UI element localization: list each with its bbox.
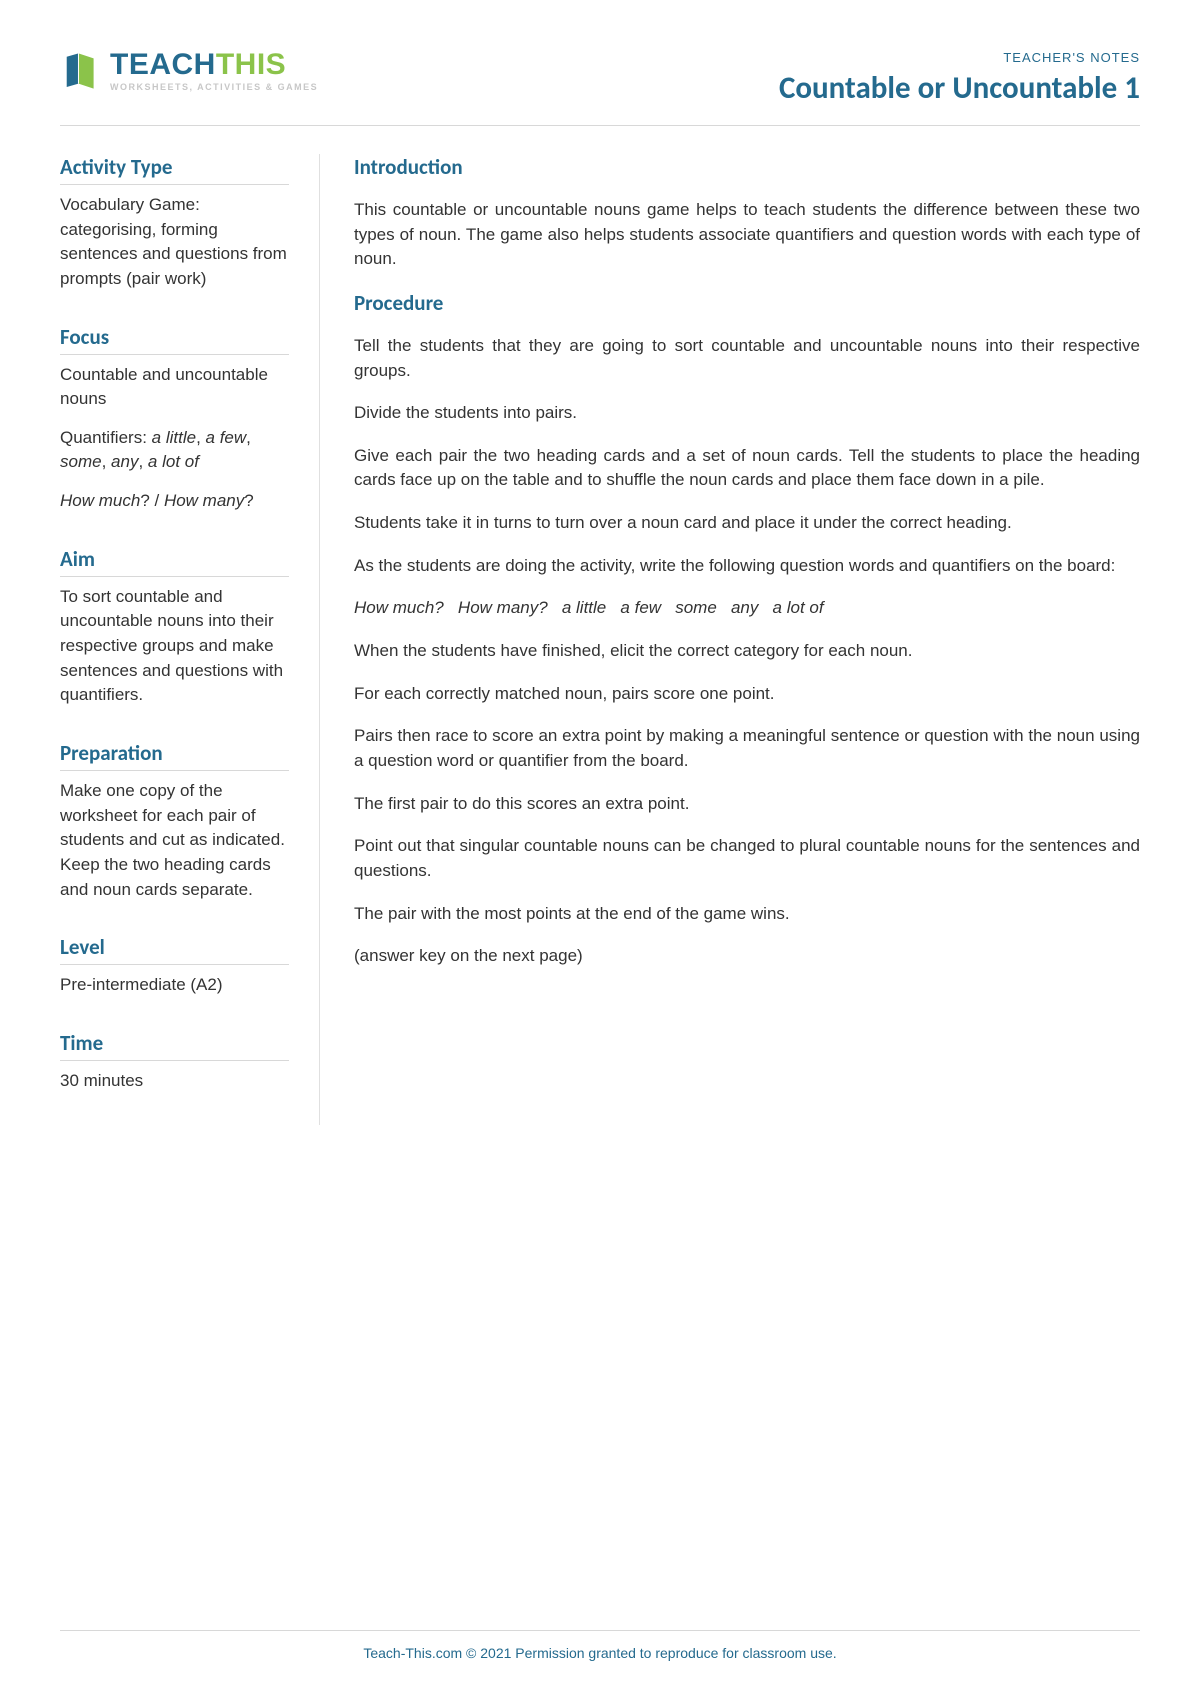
section-heading: Level [60,934,289,965]
section-paragraph: Tell the students that they are going to… [354,334,1140,383]
section-paragraph: Divide the students into pairs. [354,401,1140,426]
sidebar-section: Aim To sort countable and uncountable nou… [60,546,289,708]
logo-tagline: WORKSHEETS, ACTIVITIES & GAMES [110,83,318,92]
section-paragraph: The pair with the most points at the end… [354,902,1140,927]
document-page: TEACHTHIS WORKSHEETS, ACTIVITIES & GAMES… [0,0,1200,1125]
section-paragraph: Give each pair the two heading cards and… [354,444,1140,493]
section-paragraph: To sort countable and uncountable nouns … [60,585,289,708]
section-paragraph: Vocabulary Game: categorising, forming s… [60,193,289,292]
section-heading: Focus [60,324,289,355]
content-columns: Activity Type Vocabulary Game: categorisi… [60,154,1140,1125]
section-paragraph: Countable and uncountable nouns [60,363,289,412]
footer-text: Teach-This.com © 2021 Permission granted… [363,1645,836,1661]
logo-brand-this: THIS [216,48,286,81]
section-paragraph: Point out that singular countable nouns … [354,834,1140,883]
section-paragraph: This countable or uncountable nouns game… [354,198,1140,272]
section-paragraph: Pairs then race to score an extra point … [354,724,1140,773]
sidebar-section: Focus Countable and uncountable nouns Quan… [60,324,289,514]
sidebar-section: Activity Type Vocabulary Game: categorisi… [60,154,289,292]
main-section: Introduction This countable or uncountabl… [354,154,1140,272]
book-icon [60,50,102,92]
sidebar-section: Preparation Make one copy of the workshee… [60,740,289,902]
section-paragraph: Make one copy of the worksheet for each … [60,779,289,902]
page-header: TEACHTHIS WORKSHEETS, ACTIVITIES & GAMES… [60,50,1140,126]
section-heading: Preparation [60,740,289,771]
header-right: TEACHER'S NOTES Countable or Uncountable… [779,50,1140,107]
sidebar-section: Level Pre-intermediate (A2) [60,934,289,998]
main-section: Procedure Tell the students that they are… [354,290,1140,969]
page-footer: Teach-This.com © 2021 Permission granted… [60,1630,1140,1661]
section-paragraph: Pre-intermediate (A2) [60,973,289,998]
section-paragraph: The first pair to do this scores an extr… [354,792,1140,817]
logo-brand-teach: TEACH [110,48,216,81]
section-heading: Time [60,1030,289,1061]
logo-block: TEACHTHIS WORKSHEETS, ACTIVITIES & GAMES [60,50,318,92]
section-paragraph: For each correctly matched noun, pairs s… [354,682,1140,707]
section-heading: Procedure [354,290,1140,320]
section-paragraph: When the students have finished, elicit … [354,639,1140,664]
notes-label: TEACHER'S NOTES [779,50,1140,65]
section-heading: Introduction [354,154,1140,184]
section-paragraph: As the students are doing the activity, … [354,554,1140,579]
sidebar-section: Time 30 minutes [60,1030,289,1094]
sidebar: Activity Type Vocabulary Game: categorisi… [60,154,320,1125]
section-paragraph: How much? / How many? [60,489,289,514]
section-paragraph: Students take it in turns to turn over a… [354,511,1140,536]
main-content: Introduction This countable or uncountabl… [320,154,1140,1125]
logo-brand: TEACHTHIS [110,50,318,80]
document-title: Countable or Uncountable 1 [779,69,1140,107]
section-paragraph: Quantifiers: a little, a few, some, any,… [60,426,289,475]
section-paragraph: (answer key on the next page) [354,944,1140,969]
section-paragraph: 30 minutes [60,1069,289,1094]
section-heading: Activity Type [60,154,289,185]
section-paragraph: How much? How many? a little a few some … [354,596,1140,621]
logo-text: TEACHTHIS WORKSHEETS, ACTIVITIES & GAMES [110,50,318,92]
section-heading: Aim [60,546,289,577]
